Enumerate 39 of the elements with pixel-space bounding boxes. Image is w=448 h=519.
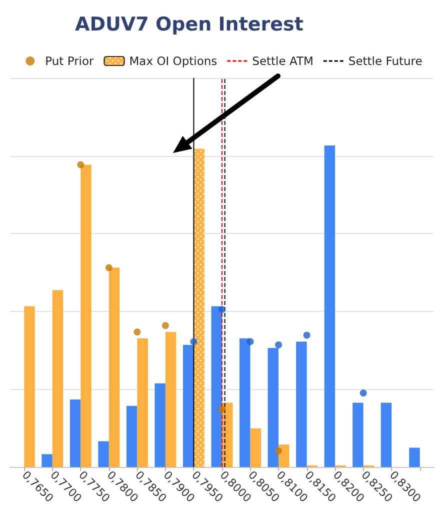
point xyxy=(190,338,198,346)
bar xyxy=(324,146,336,467)
bar xyxy=(380,402,392,467)
point xyxy=(134,328,141,336)
point xyxy=(162,322,169,330)
point xyxy=(275,341,282,348)
bar xyxy=(352,402,364,467)
bar xyxy=(126,406,138,467)
bar xyxy=(240,338,250,467)
bar xyxy=(108,268,120,467)
bar xyxy=(296,342,307,467)
bar xyxy=(278,444,290,467)
bar xyxy=(98,441,109,467)
bar xyxy=(154,383,166,467)
bar xyxy=(24,306,35,467)
bar xyxy=(52,290,64,467)
legend-label: Settle Future xyxy=(348,54,422,68)
point xyxy=(275,447,282,454)
bar xyxy=(211,306,222,467)
chart-title: ADUV7 Open Interest xyxy=(75,14,304,36)
bar xyxy=(70,399,81,467)
bar xyxy=(80,164,92,467)
point xyxy=(303,332,310,339)
point xyxy=(246,338,254,346)
legend-label: Settle ATM xyxy=(252,54,314,68)
point xyxy=(218,306,226,313)
point xyxy=(77,161,84,168)
legend-label: Max OI Options xyxy=(129,54,218,68)
point xyxy=(360,390,367,397)
point xyxy=(218,406,226,413)
bar xyxy=(137,338,148,467)
bar xyxy=(42,454,52,467)
bar xyxy=(409,448,420,467)
bar xyxy=(268,348,279,467)
bar xyxy=(250,428,262,467)
bar xyxy=(182,344,194,467)
bar xyxy=(165,332,176,467)
legend-label: Put Prior xyxy=(45,54,94,68)
point xyxy=(105,264,112,272)
